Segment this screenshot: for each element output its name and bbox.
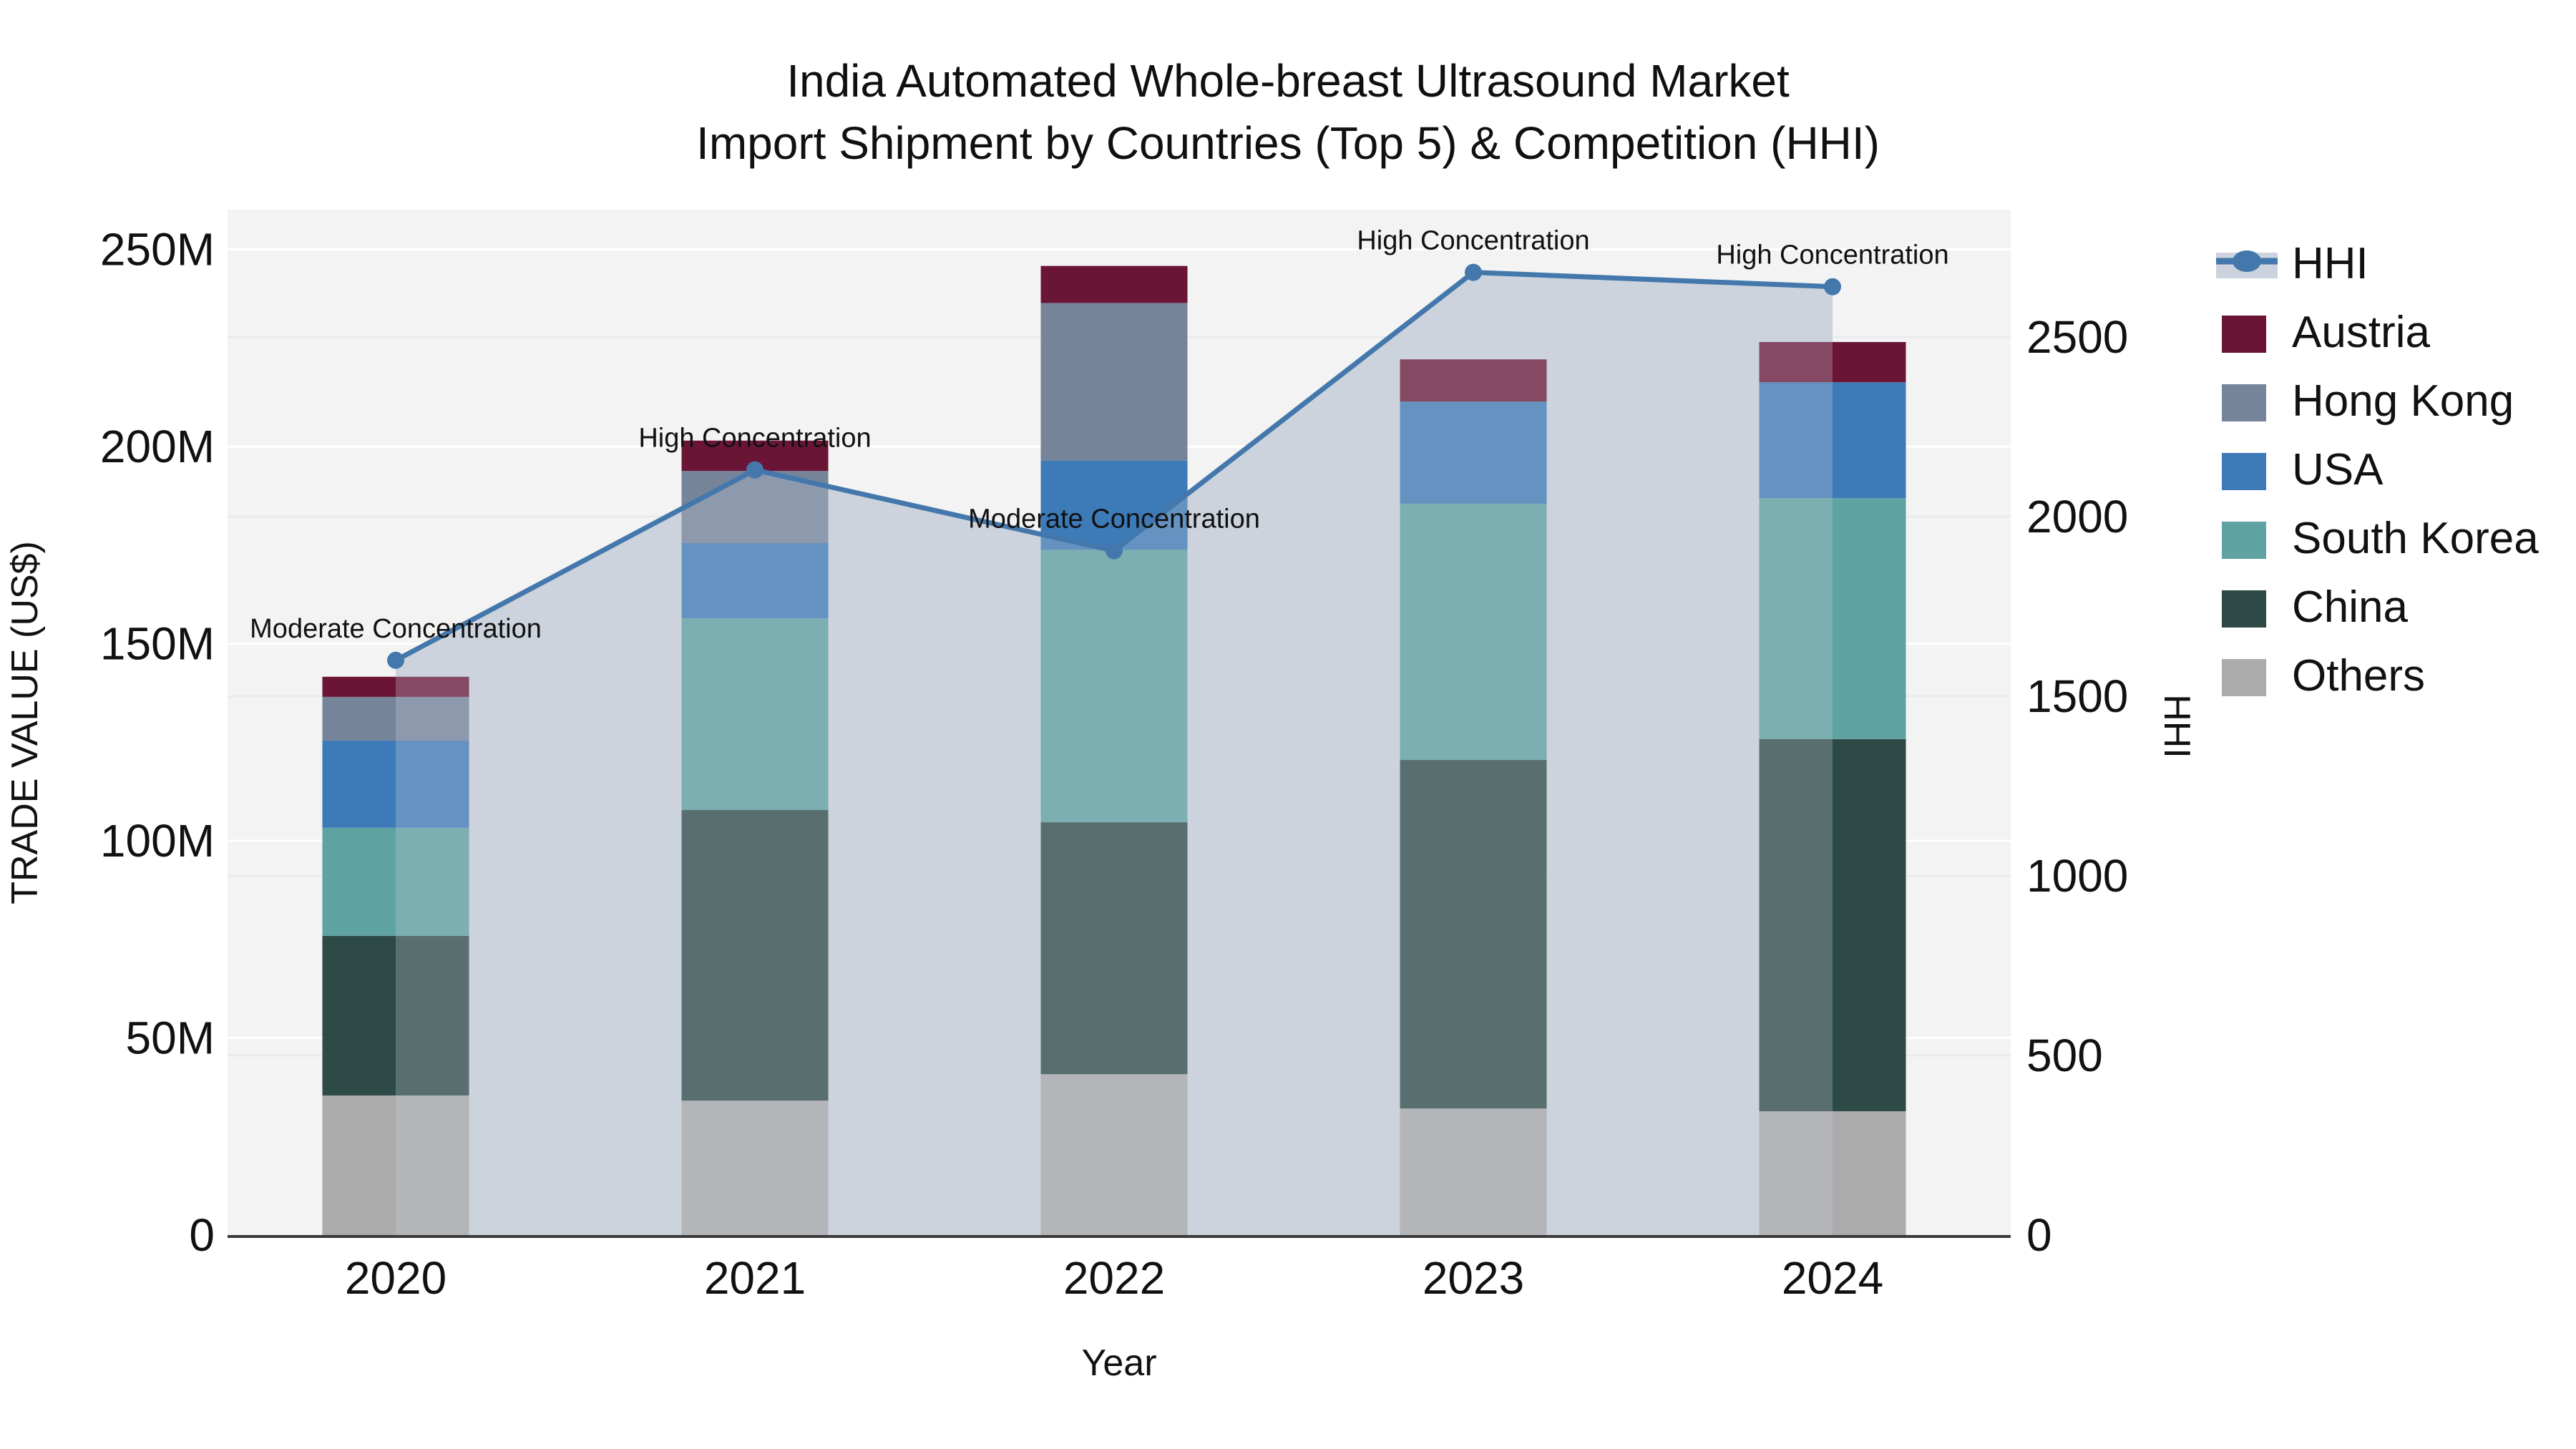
bar-segment-china-2024[interactable] — [1759, 738, 1906, 1111]
legend-label: Others — [2292, 651, 2425, 701]
y-left-tick-100M: 100M — [100, 815, 215, 867]
y-left-tick-0: 0 — [189, 1209, 215, 1261]
x-tick-2024: 2024 — [1782, 1252, 1883, 1304]
y-right-tick-1500: 1500 — [2026, 670, 2128, 722]
legend-swatch — [2222, 522, 2266, 559]
legend-hhi-marker — [2233, 250, 2261, 272]
bar-segment-south-korea-2022[interactable] — [1040, 550, 1188, 823]
x-axis-title: Year — [1081, 1342, 1156, 1384]
x-tick-2021: 2021 — [704, 1252, 806, 1304]
legend-label: HHI — [2292, 239, 2368, 288]
y-right-tick-0: 0 — [2026, 1209, 2052, 1261]
x-tick-2023: 2023 — [1423, 1252, 1524, 1304]
hhi-point-2020[interactable] — [387, 651, 404, 669]
bar-segment-austria-2024[interactable] — [1759, 341, 1906, 383]
hhi-point-2023[interactable] — [1465, 263, 1482, 281]
legend-swatch — [2222, 316, 2266, 353]
legend-item-hong-kong[interactable]: Hong Kong — [2222, 376, 2514, 426]
y-right-tick-2500: 2500 — [2026, 311, 2128, 363]
bar-segment-usa-2022[interactable] — [1040, 460, 1188, 550]
y-right-tick-500: 500 — [2026, 1030, 2103, 1081]
annotation-2020: Moderate Concentration — [250, 614, 542, 644]
y-left-tick-250M: 250M — [100, 224, 215, 275]
chart-title-line1: India Automated Whole-breast Ultrasound … — [786, 55, 1790, 107]
bar-segment-others-2024[interactable] — [1759, 1111, 1906, 1235]
annotation-2023: High Concentration — [1357, 226, 1589, 256]
bar-segment-usa-2020[interactable] — [322, 741, 469, 828]
legend-swatch — [2222, 590, 2266, 628]
legend-item-hhi[interactable]: HHI — [2216, 239, 2368, 288]
bar-segment-others-2022[interactable] — [1040, 1074, 1188, 1235]
hhi-point-2022[interactable] — [1106, 542, 1123, 560]
legend-label: South Korea — [2292, 514, 2539, 563]
bar-segment-hong-kong-2022[interactable] — [1040, 303, 1188, 461]
bar-segment-usa-2024[interactable] — [1759, 382, 1906, 499]
legend-label: Hong Kong — [2292, 376, 2514, 426]
y-axis-title-right: HHI — [2156, 694, 2197, 758]
hhi-point-2024[interactable] — [1824, 278, 1841, 296]
annotation-2021: High Concentration — [638, 424, 871, 454]
bar-segment-china-2021[interactable] — [681, 810, 829, 1101]
bar-segment-austria-2022[interactable] — [1040, 265, 1188, 303]
legend-item-south-korea[interactable]: South Korea — [2222, 514, 2539, 563]
bar-segment-austria-2020[interactable] — [322, 676, 469, 697]
legend-item-austria[interactable]: Austria — [2222, 308, 2430, 357]
annotation-2024: High Concentration — [1716, 240, 1948, 270]
legend-swatch — [2222, 384, 2266, 421]
y-left-tick-150M: 150M — [100, 618, 215, 670]
bar-segment-austria-2023[interactable] — [1400, 359, 1547, 402]
y-right-tick-1000: 1000 — [2026, 850, 2128, 902]
y-right-tick-2000: 2000 — [2026, 491, 2128, 542]
legend-item-usa[interactable]: USA — [2222, 445, 2384, 494]
bar-segment-south-korea-2020[interactable] — [322, 827, 469, 936]
hhi-point-2021[interactable] — [746, 461, 763, 479]
legend-swatch — [2222, 659, 2266, 696]
x-tick-2020: 2020 — [345, 1252, 447, 1304]
bar-segment-usa-2021[interactable] — [681, 542, 829, 619]
bar-segment-south-korea-2021[interactable] — [681, 618, 829, 811]
annotation-2022: Moderate Concentration — [968, 504, 1260, 535]
bar-segment-hong-kong-2020[interactable] — [322, 696, 469, 741]
y-left-tick-200M: 200M — [100, 421, 215, 472]
bar-segment-others-2020[interactable] — [322, 1095, 469, 1235]
bar-segment-others-2023[interactable] — [1400, 1108, 1547, 1235]
bar-segment-china-2022[interactable] — [1040, 822, 1188, 1075]
bar-segment-others-2021[interactable] — [681, 1101, 829, 1235]
bar-segment-usa-2023[interactable] — [1400, 401, 1547, 504]
bar-segment-south-korea-2024[interactable] — [1759, 498, 1906, 739]
bar-segment-china-2023[interactable] — [1400, 760, 1547, 1109]
legend-label: Austria — [2292, 308, 2430, 357]
y-left-tick-50M: 50M — [126, 1013, 215, 1064]
bar-segment-south-korea-2023[interactable] — [1400, 503, 1547, 761]
legend-item-china[interactable]: China — [2222, 582, 2409, 632]
y-axis-title-left: TRADE VALUE (US$) — [4, 541, 46, 904]
legend-item-others[interactable]: Others — [2222, 651, 2425, 701]
bar-segment-china-2020[interactable] — [322, 935, 469, 1096]
legend-swatch — [2222, 453, 2266, 490]
chart-title-line2: Import Shipment by Countries (Top 5) & C… — [696, 117, 1880, 169]
legend-label: USA — [2292, 445, 2384, 494]
hhi-area-overlay — [396, 272, 1833, 1235]
x-tick-2022: 2022 — [1063, 1252, 1165, 1304]
legend-label: China — [2292, 582, 2409, 632]
